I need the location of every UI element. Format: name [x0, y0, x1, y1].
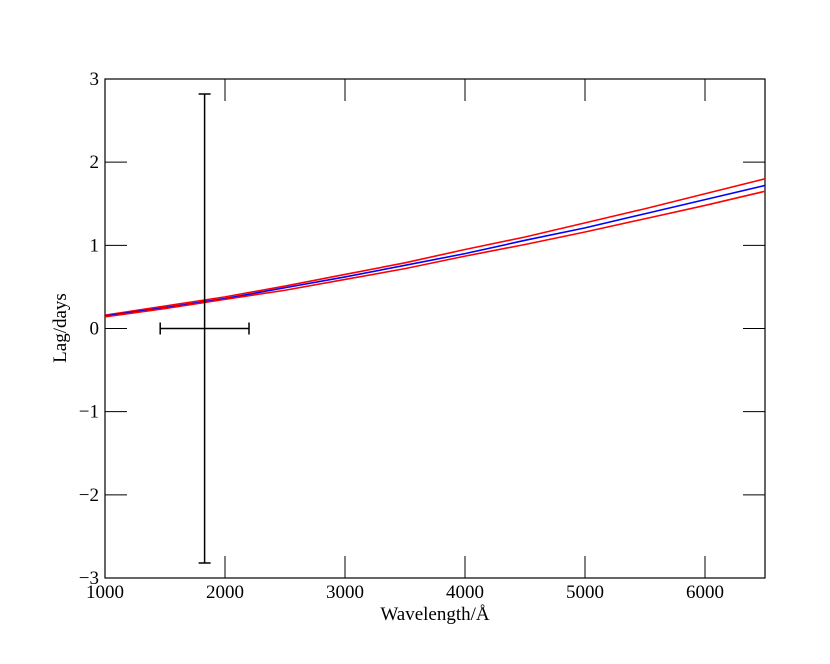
y-tick-label: 3: [90, 69, 100, 90]
x-tick-label: 6000: [686, 582, 724, 603]
x-tick-label: 2000: [206, 582, 244, 603]
x-error-bar: [159, 322, 250, 335]
x-tick-label: 5000: [566, 582, 604, 603]
x-tick-label: 1000: [86, 582, 124, 603]
y-tick-label: 1: [90, 235, 100, 256]
y-axis-label: Lag/days: [50, 293, 71, 363]
y-tick-label: 0: [90, 319, 100, 340]
model-line: [104, 178, 766, 316]
y-tick-label: −1: [79, 402, 99, 423]
y-tick-label: 2: [90, 152, 100, 173]
y-tick-label: −3: [79, 568, 99, 589]
y-tick-label: −2: [79, 485, 99, 506]
model-line: [104, 184, 766, 317]
model-line: [104, 190, 766, 318]
x-axis-label: Wavelength/Å: [380, 604, 490, 625]
x-tick-label: 3000: [326, 582, 364, 603]
x-tick-label: 4000: [446, 582, 484, 603]
